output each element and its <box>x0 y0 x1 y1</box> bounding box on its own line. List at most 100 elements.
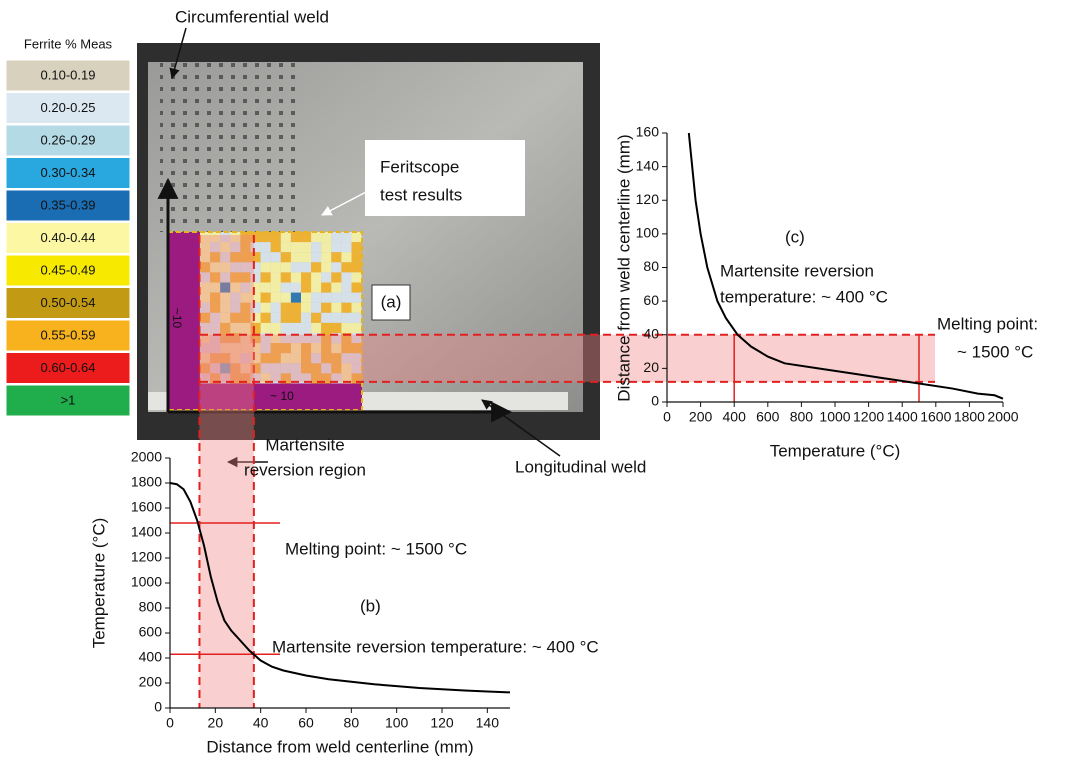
map-cell <box>341 293 351 303</box>
x-tick-label: 100 <box>385 715 409 731</box>
map-cell <box>311 303 321 313</box>
y-tick-label: 20 <box>643 359 659 375</box>
map-cell <box>301 232 311 242</box>
map-cell <box>271 232 281 242</box>
map-cell <box>341 232 351 242</box>
map-cell <box>281 283 291 293</box>
y-tick-label: 1600 <box>131 499 162 515</box>
map-cell <box>331 252 341 262</box>
legend-label: 0.60-0.64 <box>41 360 96 375</box>
map-cell <box>311 293 321 303</box>
map-cell <box>301 252 311 262</box>
y-tick-label: 1400 <box>131 524 162 540</box>
x-tick-label: 120 <box>430 715 454 731</box>
map-cell <box>341 323 351 333</box>
map-cell <box>341 303 351 313</box>
ferrite-map <box>168 232 362 410</box>
x-tick-label: 0 <box>166 715 174 731</box>
map-cell <box>331 303 341 313</box>
chart-annotation: temperature: ~ 400 °C <box>720 287 888 306</box>
legend-label: 0.55-0.59 <box>41 327 96 342</box>
map-cell <box>261 283 271 293</box>
photo-annotation: Martensite <box>265 435 344 454</box>
chart-annotation: Martensite reversion <box>720 261 874 280</box>
photo-annotation: (a) <box>381 292 402 311</box>
weld-dots <box>160 62 300 232</box>
map-cell <box>281 323 291 333</box>
chart-annotation: (b) <box>360 596 381 615</box>
map-cell <box>331 323 341 333</box>
map-cell <box>341 252 351 262</box>
map-cell <box>281 272 291 282</box>
map-cell <box>271 283 281 293</box>
map-cell <box>341 272 351 282</box>
x-tick-label: 40 <box>253 715 269 731</box>
map-cell <box>321 232 331 242</box>
x-tick-label: 0 <box>663 409 671 425</box>
y-axis-title: Distance from weld centerline (mm) <box>614 134 633 401</box>
callout-box <box>365 140 525 216</box>
x-tick-label: 1000 <box>819 409 850 425</box>
y-tick-label: 160 <box>636 124 660 140</box>
map-cell <box>271 262 281 272</box>
map-cell <box>301 283 311 293</box>
map-cell <box>352 232 362 242</box>
map-cell <box>261 242 271 252</box>
legend-label: 0.20-0.25 <box>41 100 96 115</box>
map-cell <box>352 313 362 323</box>
legend-label: >1 <box>61 392 76 407</box>
map-cell <box>261 232 271 242</box>
x-tick-label: 200 <box>689 409 713 425</box>
map-cell <box>311 313 321 323</box>
y-tick-label: 1800 <box>131 474 162 490</box>
map-cell <box>311 283 321 293</box>
map-cell <box>311 323 321 333</box>
chart-annotation: Melting point: ~ 1500 °C <box>285 539 467 558</box>
map-cell <box>291 252 301 262</box>
map-cell <box>291 232 301 242</box>
map-cell <box>261 313 271 323</box>
map-cell <box>311 242 321 252</box>
map-cell <box>331 313 341 323</box>
map-cell <box>301 272 311 282</box>
legend-label: 0.50-0.54 <box>41 295 96 310</box>
map-cell <box>352 272 362 282</box>
map-cell <box>331 242 341 252</box>
map-cell <box>352 262 362 272</box>
y-tick-label: 80 <box>643 258 659 274</box>
map-cell <box>321 313 331 323</box>
map-cell <box>321 323 331 333</box>
map-cell <box>281 252 291 262</box>
reversion-band <box>200 335 935 382</box>
map-cell <box>341 313 351 323</box>
legend: Ferrite % Meas0.10-0.190.20-0.250.26-0.2… <box>6 36 130 416</box>
map-cell <box>301 293 311 303</box>
map-cell <box>291 242 301 252</box>
chart-annotation: ~ 1500 °C <box>957 342 1033 361</box>
y-tick-label: 40 <box>643 325 659 341</box>
map-cell <box>341 283 351 293</box>
map-cell <box>311 232 321 242</box>
map-cell <box>331 293 341 303</box>
y-tick-label: 200 <box>139 674 163 690</box>
chart-annotation: Melting point: <box>937 314 1038 333</box>
y-tick-label: 60 <box>643 292 659 308</box>
map-cell <box>321 272 331 282</box>
page: { "legend": {"title": "Ferrite % Meas", … <box>0 0 1072 774</box>
map-cell <box>281 303 291 313</box>
y-tick-label: 0 <box>154 699 162 715</box>
map-cell <box>301 313 311 323</box>
x-tick-label: 2000 <box>987 409 1018 425</box>
map-cell <box>352 303 362 313</box>
map-cell <box>281 293 291 303</box>
map-cell <box>271 242 281 252</box>
map-cell <box>271 303 281 313</box>
map-cell <box>321 262 331 272</box>
map-cell <box>341 242 351 252</box>
chart-annotation: (c) <box>785 227 805 246</box>
x-tick-label: 20 <box>208 715 224 731</box>
photo-annotation: Feritscope <box>380 157 459 176</box>
map-cell <box>352 242 362 252</box>
map-cell <box>291 293 301 303</box>
map-cell <box>271 293 281 303</box>
